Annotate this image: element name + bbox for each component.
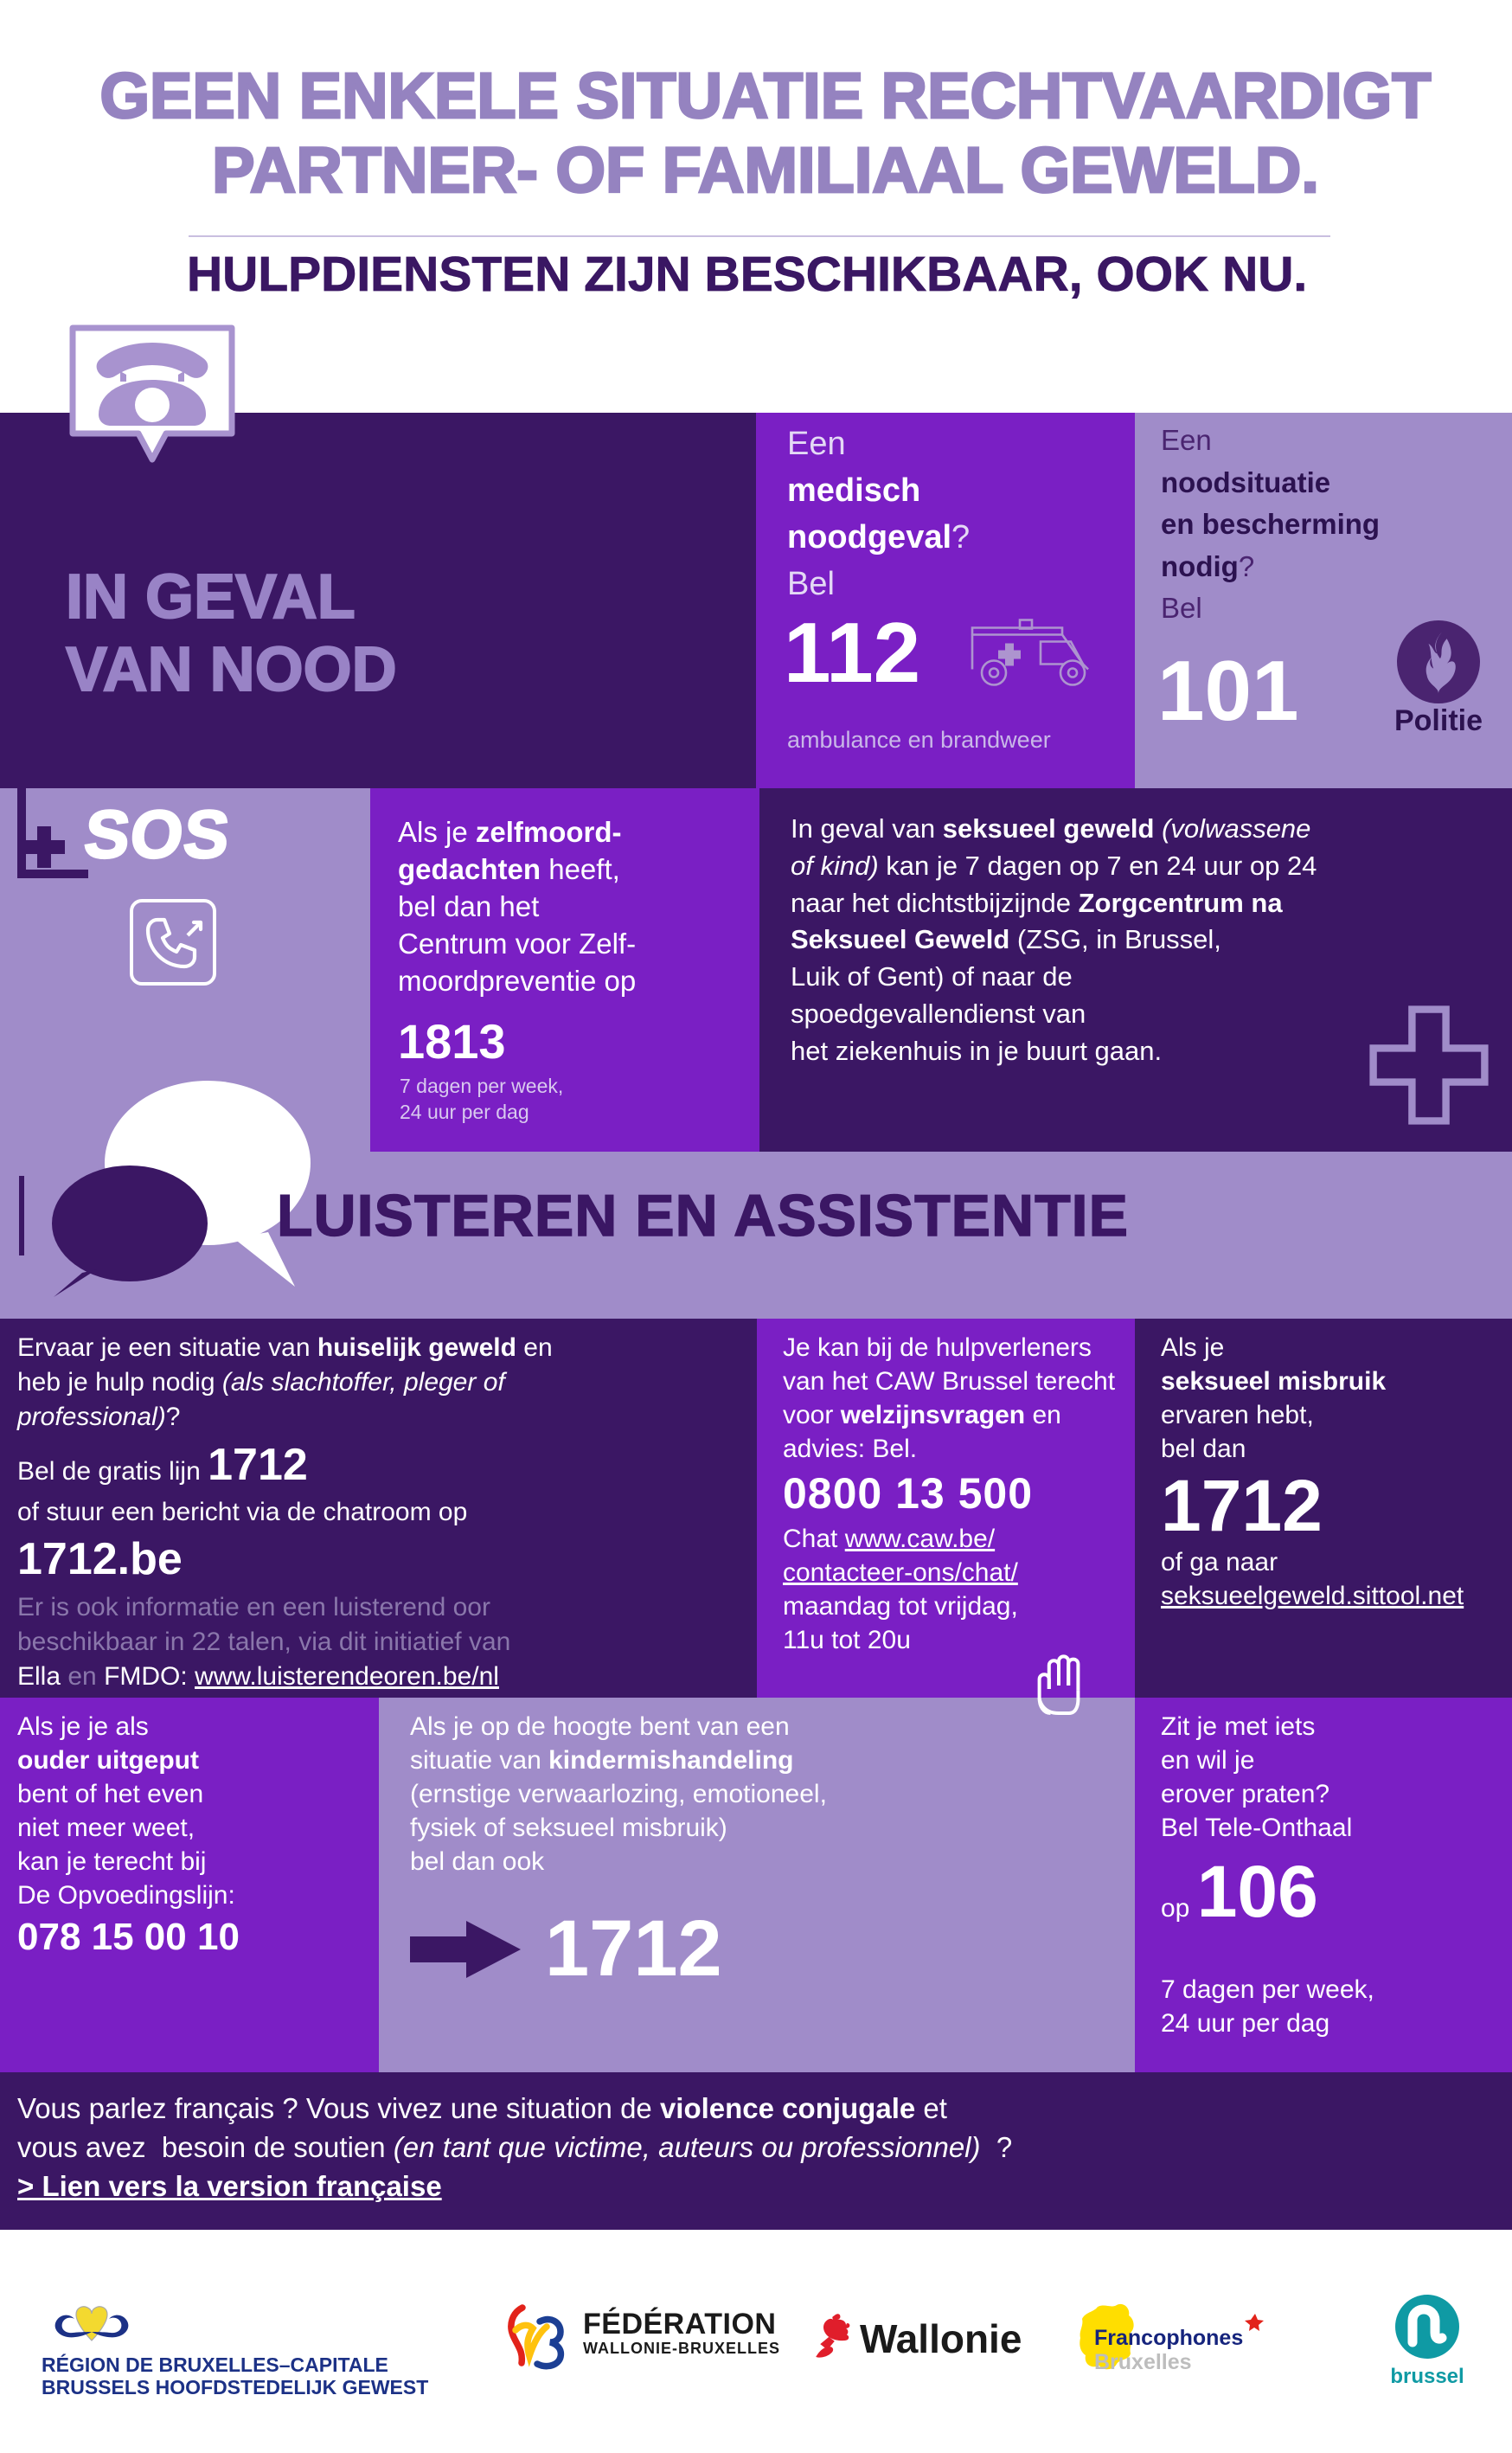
svg-text:RÉGION DE BRUXELLES–CAPITALE: RÉGION DE BRUXELLES–CAPITALE (42, 2353, 388, 2376)
svg-text:Bruxelles: Bruxelles (1094, 2350, 1192, 2374)
svg-text:BRUSSELS HOOFDSTEDELIJK GEWEST: BRUSSELS HOOFDSTEDELIJK GEWEST (42, 2376, 428, 2398)
svg-text:Francophones: Francophones (1094, 2326, 1243, 2350)
